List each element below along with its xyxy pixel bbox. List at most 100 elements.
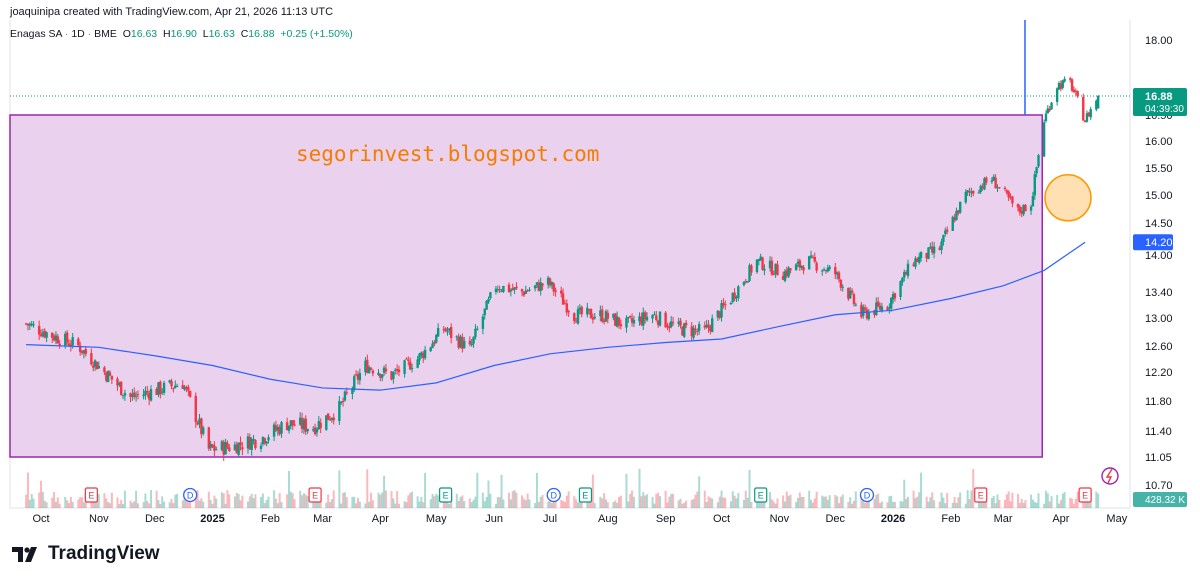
candle-body	[71, 337, 74, 346]
candle-body	[1057, 83, 1061, 90]
candle-body	[888, 307, 891, 309]
volume-bar	[207, 491, 210, 508]
candle-body	[450, 326, 453, 338]
volume-bar	[864, 502, 867, 508]
earnings-marker-label: E	[758, 491, 764, 501]
earnings-marker	[308, 487, 322, 503]
candle-body	[356, 374, 360, 380]
volume-bar	[931, 492, 934, 508]
candle-body	[159, 381, 162, 395]
volume-bar	[1063, 492, 1066, 508]
legend-symbol[interactable]: Enagas SA	[10, 28, 62, 40]
volume-bar	[286, 494, 289, 508]
volume-bar	[670, 493, 673, 508]
volume-bar	[696, 491, 699, 508]
volume-bar	[985, 501, 988, 508]
candle-body	[964, 191, 967, 203]
time-tick-label: Nov	[770, 513, 790, 525]
volume-bar	[629, 493, 632, 508]
candle-body	[319, 422, 322, 428]
volume-bar	[959, 492, 962, 508]
candle-body	[97, 365, 101, 369]
candle-body	[979, 185, 982, 192]
candle-body	[716, 310, 720, 318]
candle-body	[422, 353, 425, 359]
volume-bar	[496, 497, 499, 508]
volume-bar	[267, 496, 270, 508]
volume-bar	[709, 497, 712, 508]
volume-bar	[515, 492, 518, 508]
volume-bar	[627, 501, 630, 508]
volume-bar	[261, 493, 264, 508]
candle-body	[105, 372, 108, 381]
candle-body	[526, 290, 529, 292]
candle-body	[757, 259, 761, 262]
candle-body	[32, 324, 35, 326]
candle-body	[67, 343, 71, 346]
candle-body	[628, 316, 632, 318]
volume-bar	[507, 492, 510, 508]
volume-bar	[476, 472, 479, 508]
candle-body	[110, 375, 114, 380]
candle-body	[403, 360, 406, 374]
volume-bar	[26, 472, 29, 508]
volume-bar	[431, 493, 434, 508]
candle-body	[1050, 102, 1053, 110]
candle-body	[783, 271, 787, 281]
volume-bar	[836, 496, 839, 508]
candle-body	[724, 304, 727, 306]
candle-body	[408, 361, 412, 370]
price-tick-label: 11.05	[1145, 452, 1172, 464]
candle-body	[612, 313, 615, 318]
candle-body	[276, 426, 280, 431]
volume-bar	[920, 472, 923, 508]
legend-interval[interactable]: 1D	[71, 28, 85, 40]
volume-bar	[293, 499, 296, 508]
volume-bar	[657, 492, 660, 508]
volume-bar	[873, 499, 876, 508]
time-tick-label: Jul	[543, 513, 557, 525]
volume-bar	[851, 503, 854, 508]
moving-average-badge	[1133, 234, 1173, 251]
candle-body	[93, 360, 97, 367]
volume-bar	[1020, 499, 1023, 508]
candle-body	[325, 415, 328, 430]
candle-body	[367, 367, 371, 374]
volume-bar	[903, 479, 906, 508]
tradingview-logo[interactable]: TradingView	[12, 543, 160, 565]
candle-body	[847, 287, 850, 299]
volume-bar	[189, 498, 192, 508]
volume-bar	[67, 503, 70, 508]
upcoming-events-icon	[1101, 467, 1119, 485]
candle-body	[638, 316, 641, 322]
candle-body	[957, 210, 960, 214]
volume-bar	[174, 494, 177, 508]
volume-bar	[343, 492, 346, 508]
volume-bar	[787, 495, 790, 508]
volume-bar	[802, 497, 805, 508]
candle-body	[248, 437, 252, 450]
candle-body	[625, 317, 628, 328]
volume-bar	[409, 492, 412, 508]
candle-body	[502, 285, 505, 292]
volume-bar	[966, 490, 969, 508]
volume-bar	[783, 501, 786, 508]
candle-body	[181, 385, 184, 389]
volume-bar	[575, 499, 578, 508]
candle-body	[703, 325, 706, 328]
candle-body	[837, 272, 841, 280]
volume-bar	[142, 502, 145, 508]
candle-body	[119, 381, 123, 396]
candle-body	[213, 445, 216, 451]
candle-body	[500, 290, 503, 292]
candle-body	[272, 424, 276, 437]
candle-body	[103, 367, 106, 373]
volume-bar	[1024, 500, 1027, 508]
candle-body	[65, 332, 69, 343]
candle-body	[202, 427, 205, 434]
candle-body	[931, 246, 934, 253]
candle-body	[746, 281, 749, 283]
candle-body	[684, 322, 688, 326]
candle-body	[287, 425, 291, 431]
